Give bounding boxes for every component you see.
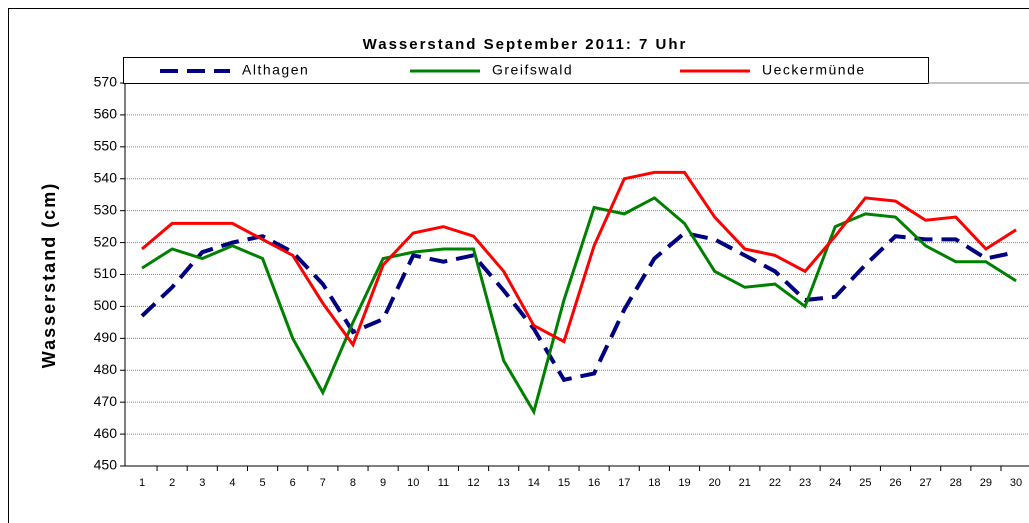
x-tick-label: 20: [709, 477, 721, 489]
x-tick-label: 8: [350, 477, 356, 489]
x-tick-label: 28: [950, 477, 962, 489]
x-tick-label: 7: [320, 477, 326, 489]
y-tick-label: 530: [94, 201, 118, 217]
y-tick-label: 470: [94, 393, 118, 409]
y-tick-label: 460: [94, 425, 118, 441]
x-tick-label: 16: [588, 477, 600, 489]
legend-label: Greifswald: [492, 62, 573, 78]
x-tick-label: 1: [139, 477, 145, 489]
x-tick-label: 11: [438, 477, 449, 489]
y-tick-label: 450: [94, 457, 118, 473]
y-tick-label: 560: [94, 106, 118, 122]
x-tick-label: 29: [980, 477, 992, 489]
legend-box: [123, 57, 929, 84]
x-tick-label: 5: [259, 477, 265, 489]
x-tick-label: 15: [558, 477, 570, 489]
y-tick-label: 520: [94, 233, 118, 249]
y-tick-label: 490: [94, 329, 118, 345]
y-tick-label: 570: [94, 74, 118, 90]
chart-title: Wasserstand September 2011: 7 Uhr: [363, 36, 688, 53]
line-series: [141, 170, 1017, 348]
y-axis-label: Wasserstand (cm): [39, 182, 59, 368]
x-tick-label: 17: [618, 477, 630, 489]
y-tick-label: 510: [94, 265, 118, 281]
legend-label: Ueckermünde: [762, 62, 866, 78]
x-tick-label: 9: [380, 477, 386, 489]
x-tick-label: 23: [799, 477, 811, 489]
x-tick-label: 27: [920, 477, 932, 489]
y-tick-label: 550: [94, 138, 118, 154]
x-tick-label: 14: [528, 477, 540, 489]
x-tick-label: 26: [889, 477, 901, 489]
x-tick-label: 6: [290, 477, 296, 489]
x-tick-label: 3: [199, 477, 205, 489]
line-series: [140, 230, 1017, 383]
x-tick-label: 13: [498, 477, 510, 489]
chart-border: [8, 8, 1029, 523]
y-tick-label: 500: [94, 297, 118, 313]
x-tick-label: 2: [169, 477, 175, 489]
x-tick-label: 30: [1010, 477, 1022, 489]
y-tick-label: 540: [94, 169, 118, 185]
y-tick-label: 480: [94, 361, 118, 377]
line-series: [141, 196, 1017, 416]
x-tick-label: 12: [467, 477, 479, 489]
x-tick-label: 10: [407, 477, 419, 489]
x-tick-label: 18: [648, 477, 660, 489]
legend-label: Althagen: [242, 62, 309, 78]
x-tick-label: 25: [859, 477, 871, 489]
x-tick-label: 4: [229, 477, 235, 489]
x-tick-label: 21: [739, 477, 751, 489]
x-tick-label: 22: [769, 477, 781, 489]
x-tick-label: 19: [678, 477, 690, 489]
x-tick-label: 24: [829, 477, 841, 489]
